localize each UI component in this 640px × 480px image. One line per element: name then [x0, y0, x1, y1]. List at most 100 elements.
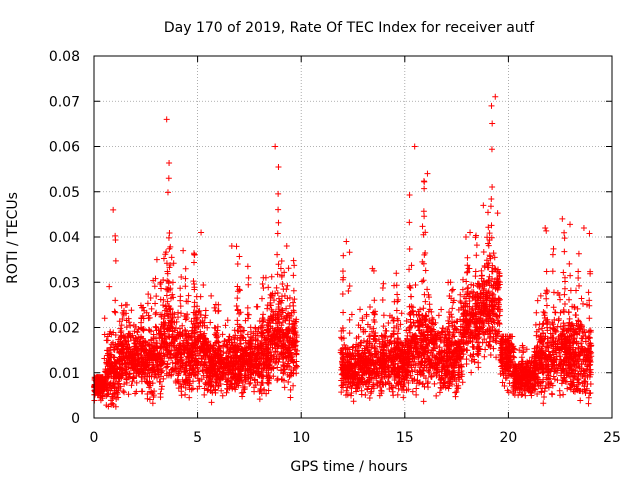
data-point	[158, 383, 165, 390]
data-point	[117, 335, 124, 342]
data-point	[108, 341, 115, 348]
data-point	[125, 349, 132, 356]
data-point	[168, 254, 175, 261]
data-point	[137, 352, 144, 359]
data-point	[153, 355, 160, 362]
data-point	[154, 366, 161, 373]
data-point	[128, 307, 135, 314]
data-point	[104, 373, 111, 380]
data-point	[147, 295, 154, 302]
data-point	[152, 300, 159, 307]
data-point	[118, 332, 125, 339]
data-point	[108, 373, 115, 380]
data-point	[110, 402, 117, 409]
data-point	[109, 363, 116, 370]
data-point	[151, 373, 158, 380]
data-point	[125, 391, 132, 398]
data-point	[151, 388, 158, 395]
data-point	[117, 368, 124, 375]
data-point	[140, 327, 147, 334]
data-point	[154, 340, 161, 347]
data-point	[133, 379, 140, 386]
data-point	[121, 381, 128, 388]
data-point	[132, 364, 139, 371]
data-point	[124, 301, 131, 308]
data-point	[145, 315, 152, 322]
data-point	[153, 293, 160, 300]
data-point	[139, 335, 146, 342]
data-point	[153, 324, 160, 331]
data-point	[131, 337, 138, 344]
data-point	[146, 396, 153, 403]
data-point	[105, 347, 112, 354]
data-point	[148, 305, 155, 312]
data-point	[101, 368, 108, 375]
data-point	[97, 374, 104, 381]
data-point	[157, 280, 164, 287]
data-point	[127, 330, 134, 337]
data-point	[129, 378, 136, 385]
data-points	[91, 93, 595, 410]
data-point	[132, 323, 139, 330]
data-point	[150, 350, 157, 357]
data-point	[116, 338, 123, 345]
data-point	[101, 331, 108, 338]
data-point	[112, 232, 119, 239]
data-point	[109, 394, 116, 401]
data-point	[104, 337, 111, 344]
data-point	[116, 349, 123, 356]
data-point	[153, 363, 160, 370]
data-point	[134, 328, 141, 335]
data-point	[157, 378, 164, 385]
data-point	[121, 357, 128, 364]
data-point	[117, 329, 124, 336]
data-point	[116, 365, 123, 372]
data-point	[101, 315, 108, 322]
data-point	[112, 309, 119, 316]
data-point	[123, 375, 130, 382]
data-point	[111, 308, 118, 315]
data-point	[149, 400, 156, 407]
data-point	[107, 387, 114, 394]
data-point	[122, 334, 129, 341]
data-point	[142, 370, 149, 377]
data-point	[123, 317, 130, 324]
data-point	[145, 291, 152, 298]
data-point	[131, 328, 138, 335]
data-point	[140, 356, 147, 363]
data-point	[150, 364, 157, 371]
data-point	[134, 350, 141, 357]
data-point	[128, 365, 135, 372]
data-point	[103, 381, 110, 388]
data-point	[118, 322, 125, 329]
data-point	[158, 285, 165, 292]
data-point	[158, 386, 165, 393]
data-point	[143, 363, 150, 370]
data-point	[104, 380, 111, 387]
data-point	[112, 257, 119, 264]
data-point	[101, 355, 108, 362]
data-point	[139, 359, 146, 366]
data-point	[102, 377, 109, 384]
data-point	[157, 331, 164, 338]
data-point	[118, 341, 125, 348]
data-point	[135, 369, 142, 376]
data-point	[157, 356, 164, 363]
data-point	[110, 339, 117, 346]
data-point	[92, 391, 99, 398]
data-point	[169, 279, 176, 286]
data-point	[154, 374, 161, 381]
data-point	[115, 394, 122, 401]
data-point	[144, 300, 151, 307]
data-point	[152, 275, 159, 282]
data-point	[126, 370, 133, 377]
data-point	[119, 347, 126, 354]
data-point	[134, 361, 141, 368]
data-point	[127, 322, 134, 329]
data-point	[116, 380, 123, 387]
data-point	[112, 358, 119, 365]
data-point	[112, 331, 119, 338]
data-point	[127, 333, 134, 340]
